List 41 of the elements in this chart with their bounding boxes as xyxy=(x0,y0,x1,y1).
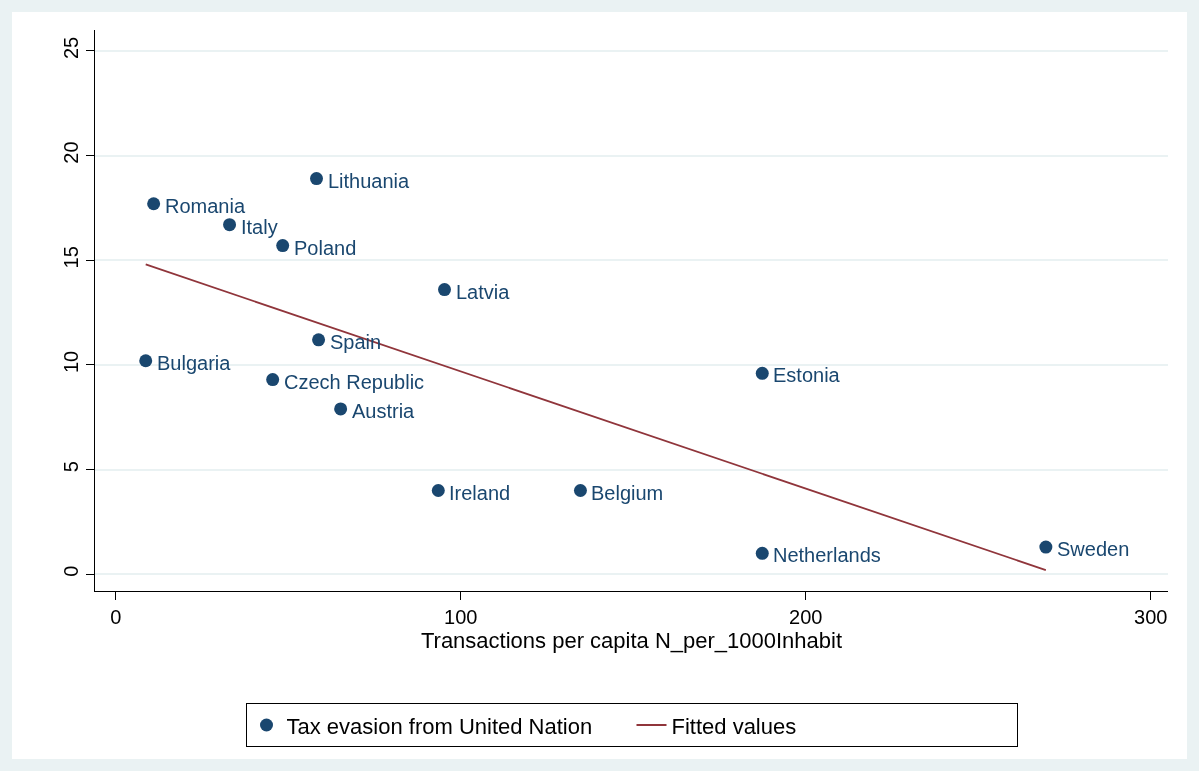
legend-label: Tax evasion from United Nation xyxy=(286,713,593,739)
x-axis-title: Transactions per capita N_per_1000Inhabit xyxy=(420,628,843,653)
annotation: Lithuania xyxy=(328,170,411,192)
x-tick-label: 200 xyxy=(789,606,823,628)
point xyxy=(334,402,348,416)
y-tick-label: 10 xyxy=(60,350,82,374)
point xyxy=(266,373,280,387)
point xyxy=(438,283,451,297)
annotation: Netherlands xyxy=(773,544,881,566)
point xyxy=(276,239,290,253)
x-tick-label: 0 xyxy=(110,606,122,628)
annotation: Italy xyxy=(241,216,278,238)
annotation: Estonia xyxy=(773,364,841,386)
point xyxy=(312,333,326,347)
annotation: Sweden xyxy=(1057,538,1130,560)
x-tick-label: 100 xyxy=(444,606,478,628)
point xyxy=(147,197,161,211)
y-tick-label: 15 xyxy=(60,246,82,269)
point xyxy=(573,484,587,498)
annotation: Spain xyxy=(330,331,382,353)
annotation: Latvia xyxy=(456,281,511,303)
point xyxy=(431,484,445,498)
y-tick-label: 0 xyxy=(60,565,82,577)
annotation: Ireland xyxy=(449,482,511,504)
point xyxy=(755,546,769,560)
point xyxy=(755,366,769,380)
annotation: Czech Republic xyxy=(284,371,425,393)
x-tick-label: 300 xyxy=(1134,606,1168,628)
y-tick-label: 5 xyxy=(60,461,82,473)
point xyxy=(1039,540,1053,554)
point xyxy=(310,172,323,186)
annotation: Belgium xyxy=(591,482,664,504)
point xyxy=(139,354,153,368)
y-tick-label: 25 xyxy=(60,36,82,60)
annotation: Poland xyxy=(294,237,357,259)
legend-label: Fitted values xyxy=(671,713,797,739)
annotation: Romania xyxy=(165,195,246,217)
annotation: Bulgaria xyxy=(157,352,232,374)
point xyxy=(223,218,237,232)
annotation: Austria xyxy=(352,400,416,422)
y-tick-label: 20 xyxy=(60,141,82,164)
